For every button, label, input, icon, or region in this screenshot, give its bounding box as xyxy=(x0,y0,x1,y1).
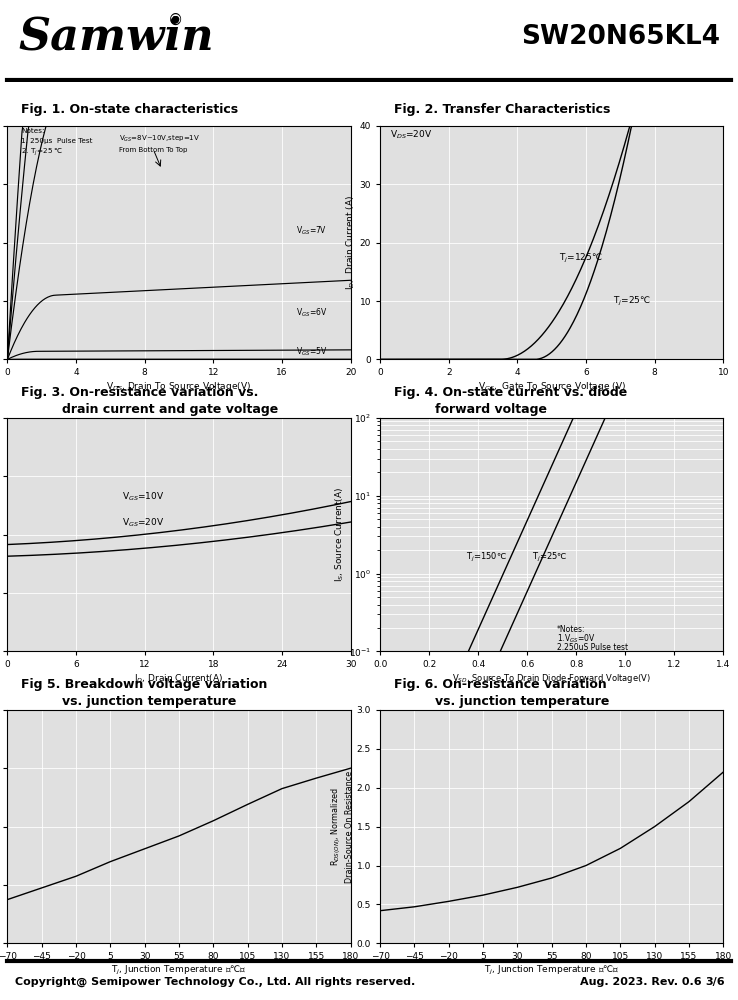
Text: Aug. 2023. Rev. 0.6: Aug. 2023. Rev. 0.6 xyxy=(580,977,702,987)
Text: V$_{GS}$=20V: V$_{GS}$=20V xyxy=(122,517,165,529)
Text: V$_{DS}$=20V: V$_{DS}$=20V xyxy=(390,128,432,141)
Text: Copyright@ Semipower Technology Co., Ltd. All rights reserved.: Copyright@ Semipower Technology Co., Ltd… xyxy=(15,977,415,987)
Text: Samwin: Samwin xyxy=(18,15,213,58)
Text: 1. 250μs  Pulse Test: 1. 250μs Pulse Test xyxy=(21,138,92,144)
X-axis label: I$_D$, Drain Current(A): I$_D$, Drain Current(A) xyxy=(134,672,224,685)
Y-axis label: I$_D$,  Drain Current (A): I$_D$, Drain Current (A) xyxy=(344,195,356,290)
Text: drain current and gate voltage: drain current and gate voltage xyxy=(62,403,278,416)
X-axis label: V$_{DS}$, Drain To Source Voltage(V): V$_{DS}$, Drain To Source Voltage(V) xyxy=(106,380,252,393)
Text: Fig. 3. On-resistance variation vs.: Fig. 3. On-resistance variation vs. xyxy=(21,386,258,399)
Text: V$_{GS}$=8V~10V,step=1V: V$_{GS}$=8V~10V,step=1V xyxy=(119,133,200,144)
Text: V$_{GS}$=5V: V$_{GS}$=5V xyxy=(296,346,327,358)
Text: 2.250uS Pulse test: 2.250uS Pulse test xyxy=(556,643,628,652)
Text: Fig. 1. On-state characteristics: Fig. 1. On-state characteristics xyxy=(21,103,238,116)
Text: 1.V$_{GS}$=0V: 1.V$_{GS}$=0V xyxy=(556,632,596,645)
Text: T$_j$=25℃: T$_j$=25℃ xyxy=(532,551,568,564)
Text: vs. junction temperature: vs. junction temperature xyxy=(435,695,610,708)
Text: T$_j$=150℃: T$_j$=150℃ xyxy=(466,551,507,564)
Text: Fig. 4. On-state current vs. diode: Fig. 4. On-state current vs. diode xyxy=(394,386,627,399)
Text: ®: ® xyxy=(168,12,183,27)
X-axis label: T$_{j}$, Junction Temperature （℃）: T$_{j}$, Junction Temperature （℃） xyxy=(484,964,619,977)
Text: V$_{GS}$=6V: V$_{GS}$=6V xyxy=(296,307,327,319)
Text: T$_j$=25℃: T$_j$=25℃ xyxy=(613,295,652,308)
Text: V$_{GS}$=7V: V$_{GS}$=7V xyxy=(296,225,326,237)
Text: *Notes:: *Notes: xyxy=(556,625,585,634)
Y-axis label: R$_{DS(ON)}$, Normalized
Drain-Source On Resistance: R$_{DS(ON)}$, Normalized Drain-Source On… xyxy=(330,771,354,883)
Y-axis label: I$_S$, Source Current(A): I$_S$, Source Current(A) xyxy=(334,487,346,582)
Text: Fig. 6. On-resistance variation: Fig. 6. On-resistance variation xyxy=(394,678,607,691)
Text: Fig 5. Breakdown voltage variation: Fig 5. Breakdown voltage variation xyxy=(21,678,267,691)
Text: V$_{GS}$=10V: V$_{GS}$=10V xyxy=(122,491,165,503)
Text: vs. junction temperature: vs. junction temperature xyxy=(62,695,237,708)
Text: 3/6: 3/6 xyxy=(706,977,725,987)
Text: Fig. 2. Transfer Characteristics: Fig. 2. Transfer Characteristics xyxy=(394,103,610,116)
Text: SW20N65KL4: SW20N65KL4 xyxy=(521,24,720,50)
Text: Notes:: Notes: xyxy=(21,128,44,134)
Text: 2. T$_j$=25 ℃: 2. T$_j$=25 ℃ xyxy=(21,147,63,158)
Text: T$_j$=125℃: T$_j$=125℃ xyxy=(559,252,602,265)
Text: From Bottom To Top: From Bottom To Top xyxy=(119,147,187,153)
X-axis label: T$_j$, Junction Temperature （℃）: T$_j$, Junction Temperature （℃） xyxy=(111,964,246,977)
Text: forward voltage: forward voltage xyxy=(435,403,547,416)
X-axis label: V$_{SD}$, Source To Drain Diode Forward Voltage(V): V$_{SD}$, Source To Drain Diode Forward … xyxy=(452,672,651,685)
X-axis label: V$_{GS}$,  Gate To Source Voltage (V): V$_{GS}$, Gate To Source Voltage (V) xyxy=(477,380,626,393)
